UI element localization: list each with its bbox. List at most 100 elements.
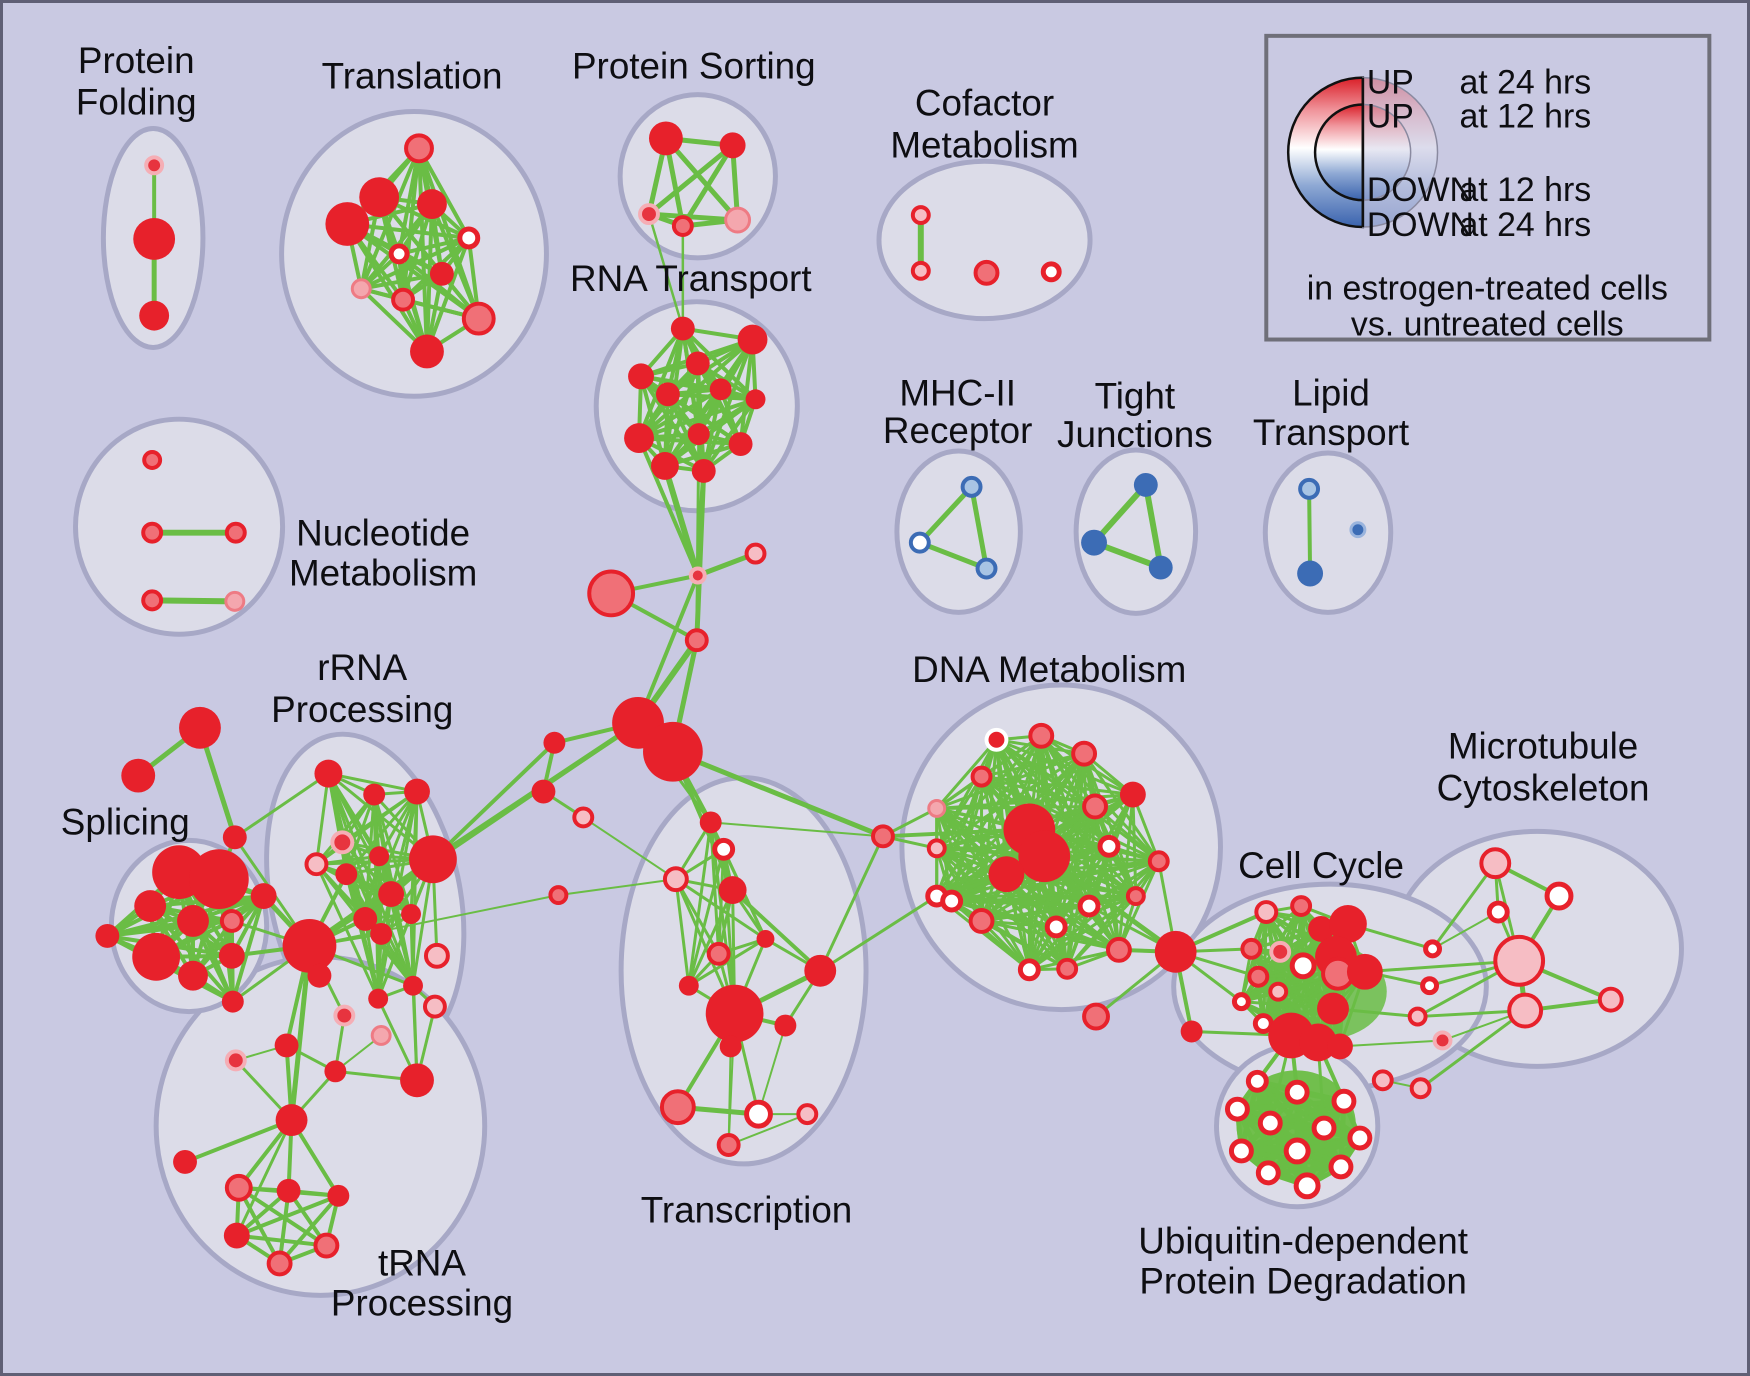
node-d1 [984,727,1009,752]
node-r12 [691,459,716,483]
edge-ps1-ps5 [663,135,741,223]
edge-cc18-b4 [1338,1039,1444,1048]
edge-d3-d4 [980,752,1086,779]
edge-s8-s11 [190,894,266,978]
node-t4 [417,189,447,220]
node-mt1 [1479,847,1512,880]
edge-w4-mg [308,894,560,947]
node-r4 [685,351,710,376]
node-tn3 [224,1173,253,1202]
node-ra21 [400,1063,434,1098]
edge-w4-x3 [557,878,677,897]
node-u5 [1257,1110,1283,1136]
edge-tn5-tn8 [277,1193,341,1266]
node-ra10 [353,907,378,931]
edge-x10-x13 [757,1024,787,1116]
node-nu3 [224,521,247,544]
label-rrna-processing: rRNA Processing [271,647,453,730]
node-pf2 [133,218,176,260]
node-ra7 [369,846,390,867]
edge-s4-s6 [105,918,234,938]
edge-r1-r7 [680,326,758,402]
cluster-mhc-ii-receptor [894,448,1023,615]
edge-x3-x7 [674,877,691,988]
edge-d1-d5 [935,738,998,810]
edge-t5-t6 [397,235,471,256]
node-mt3 [1486,900,1510,924]
edge-mh1-mh3 [969,484,990,572]
label-rna-transport: RNA Transport [570,257,812,298]
node-cc17 [1317,992,1349,1025]
edge-x9-d16 [818,894,939,973]
legend-time-0: at 24 hrs [1459,64,1591,102]
node-t2 [359,177,400,218]
edge-r1-r8 [637,326,685,441]
node-x12 [659,1089,696,1126]
node-ra22 [224,1049,247,1072]
node-ra5 [304,852,329,877]
edge-ps2-ps4 [680,142,736,229]
node-nu4 [141,589,164,612]
label-dna-metabolism: DNA Metabolism [912,649,1186,690]
edge-t1-t5 [417,146,471,240]
node-ra1 [314,759,343,788]
node-u2 [1284,1079,1310,1105]
node-cc4 [1329,905,1367,943]
node-x7 [678,975,699,996]
node-r2 [737,324,768,355]
node-r7 [745,389,766,410]
node-cc10 [1346,953,1383,990]
edge-b1-mt3 [1431,911,1500,950]
edge-b1-mt1 [1431,861,1497,951]
node-r11 [650,452,679,480]
node-s8 [178,960,208,991]
node-u4 [1224,1096,1250,1122]
edge-ra2-ra5 [314,793,376,866]
node-tj1 [1133,472,1158,497]
node-ps1 [648,121,683,156]
label-protein-sorting: Protein Sorting [572,45,816,86]
edge-d19-d24 [950,899,1091,908]
node-t3 [325,202,370,246]
node-ra19 [324,1060,347,1083]
node-ra9 [378,881,405,908]
node-s3 [134,890,167,922]
legend-direction-3: DOWN [1367,206,1474,244]
edge-d21-d24 [950,899,1069,971]
node-x10 [774,1014,797,1037]
node-x9 [804,954,837,987]
node-d13 [1097,834,1121,858]
node-t1 [404,133,434,164]
edge-ra10-ra20 [363,917,380,1001]
node-d14 [1147,850,1170,873]
edge-mh2-mh3 [917,540,990,572]
node-b6 [1409,1077,1432,1100]
node-lp3 [1349,521,1367,539]
edge-d14-d17 [980,859,1161,923]
node-mh1 [960,475,983,498]
node-d9 [1018,830,1071,883]
node-w4 [548,885,569,906]
node-r1 [670,316,695,341]
edge-r3-r12 [639,374,706,473]
node-u8 [1228,1138,1254,1164]
node-d6 [1119,781,1146,808]
node-t10 [461,301,496,336]
node-u3 [1331,1088,1357,1114]
node-s5 [177,905,209,937]
edge-d4-d6 [980,775,1135,797]
edge-ps3-ps5 [646,211,741,223]
edge-r7-r11 [662,397,758,468]
node-d20 [1017,958,1041,982]
node-tn4 [276,1178,301,1203]
node-c3 [587,569,636,618]
node-mh2 [908,531,931,554]
node-x13 [744,1099,773,1129]
node-cc11 [1247,965,1270,988]
node-nu2 [141,521,164,544]
node-mt6 [1597,986,1624,1013]
edge-mh1-mh2 [917,484,975,546]
node-ps3 [638,203,660,226]
node-mh3 [975,557,998,580]
edge-tr3-ra1 [233,772,330,839]
